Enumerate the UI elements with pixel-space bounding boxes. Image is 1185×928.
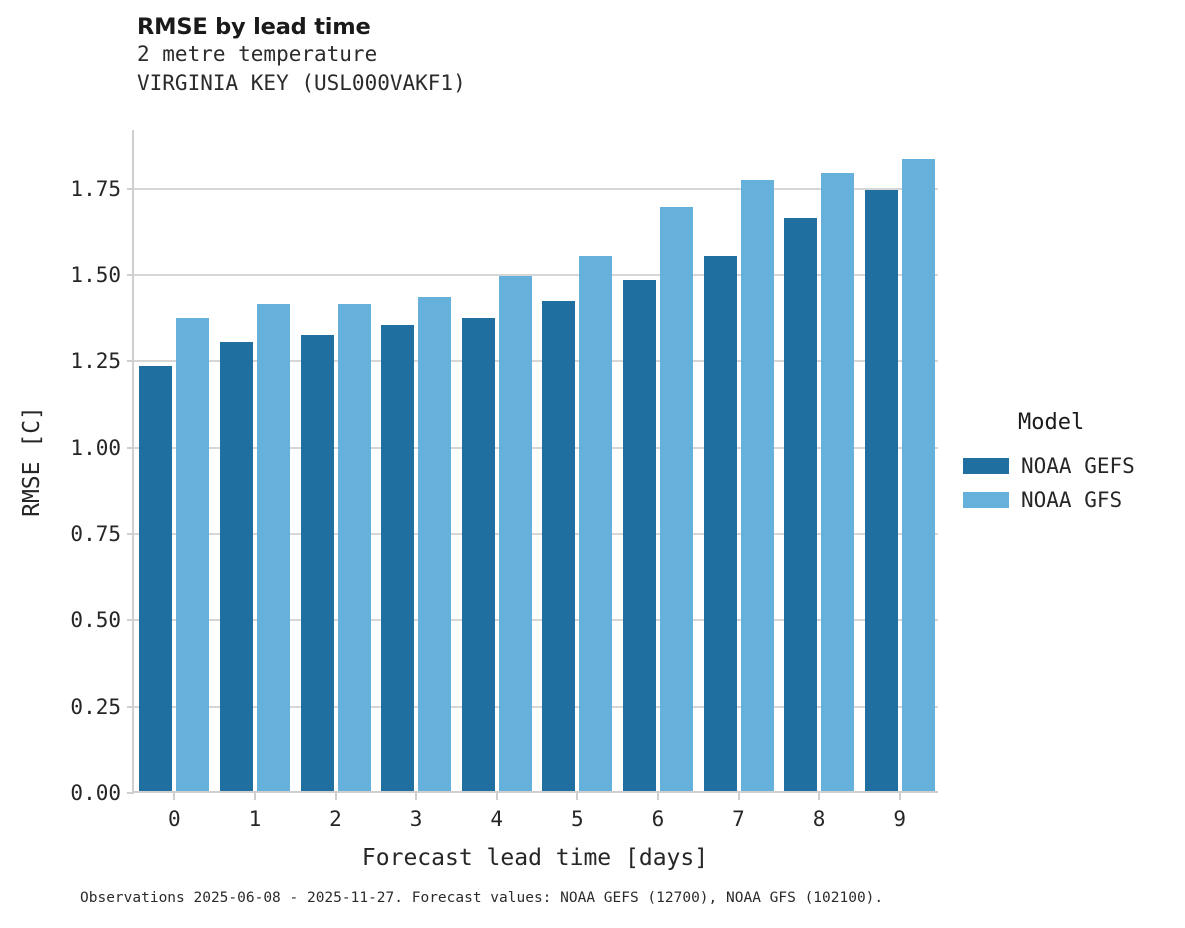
y-axis-tick-label: 1.75 bbox=[70, 176, 121, 201]
y-axis-tick bbox=[127, 187, 134, 190]
y-axis-tick bbox=[127, 533, 134, 536]
x-axis-tick bbox=[576, 793, 579, 800]
y-axis-tick bbox=[127, 705, 134, 708]
legend: Model NOAA GEFS NOAA GFS bbox=[963, 410, 1135, 517]
x-axis-tick-label: 1 bbox=[248, 807, 262, 831]
gridline bbox=[134, 274, 938, 277]
chart-subtitle-variable: 2 metre temperature bbox=[137, 42, 378, 66]
x-axis-tick bbox=[898, 793, 901, 800]
x-axis-tick bbox=[253, 793, 256, 800]
x-axis-tick-label: 8 bbox=[812, 807, 826, 831]
legend-swatch-icon bbox=[963, 458, 1009, 474]
x-axis-tick bbox=[818, 793, 821, 800]
legend-item-noaa-gfs[interactable]: NOAA GFS bbox=[963, 483, 1135, 517]
bar-noaa-gfs-day-0 bbox=[176, 317, 210, 791]
y-axis-label: RMSE [C] bbox=[19, 406, 45, 517]
bar-noaa-gfs-day-7 bbox=[740, 179, 774, 791]
y-axis-tick-label: 0.25 bbox=[70, 694, 121, 719]
x-axis-tick bbox=[495, 793, 498, 800]
x-axis-tick-label: 0 bbox=[167, 807, 181, 831]
x-axis-tick bbox=[656, 793, 659, 800]
gridline bbox=[134, 705, 938, 708]
gridline bbox=[134, 187, 938, 190]
legend-item-label: NOAA GFS bbox=[1021, 488, 1123, 512]
bar-noaa-gfs-day-1 bbox=[256, 304, 290, 791]
bar-noaa-gefs-day-2 bbox=[300, 335, 334, 791]
x-axis-tick-label: 7 bbox=[732, 807, 745, 831]
bar-noaa-gfs-day-8 bbox=[821, 172, 855, 791]
y-axis-tick-label: 1.00 bbox=[70, 435, 121, 460]
y-axis-tick-label: 1.25 bbox=[70, 349, 121, 374]
footnote: Observations 2025-06-08 - 2025-11-27. Fo… bbox=[80, 890, 884, 906]
bar-noaa-gefs-day-9 bbox=[864, 190, 898, 791]
x-axis-tick bbox=[334, 793, 337, 800]
chart-subtitle-station: VIRGINIA KEY (USL000VAKF1) bbox=[137, 71, 466, 95]
gridline bbox=[134, 619, 938, 622]
plot-area: 0.00 0.25 0.50 0.75 1.00 1.25 1.50 1.75 0 1 2 3 4 5 6 7… bbox=[70, 130, 938, 831]
page-title: RMSE by lead time bbox=[137, 14, 371, 40]
bar-noaa-gefs-day-1 bbox=[219, 342, 253, 791]
x-axis-tick-label: 2 bbox=[329, 807, 342, 831]
y-axis-tick bbox=[127, 792, 134, 794]
y-axis-tick-label: 0.00 bbox=[70, 781, 121, 805]
legend-item-noaa-gefs[interactable]: NOAA GEFS bbox=[963, 449, 1135, 483]
bar-noaa-gfs-day-3 bbox=[418, 297, 452, 791]
y-axis-tick bbox=[127, 619, 134, 622]
bar-noaa-gfs-day-9 bbox=[901, 159, 935, 791]
bar-noaa-gefs-day-3 bbox=[381, 324, 415, 791]
x-axis-tick-label: 9 bbox=[893, 807, 907, 831]
bar-noaa-gefs-day-5 bbox=[542, 300, 576, 791]
bar-noaa-gefs-day-6 bbox=[622, 279, 656, 791]
bar-noaa-gefs-day-0 bbox=[139, 366, 173, 791]
y-axis-tick bbox=[127, 360, 134, 363]
x-axis-tick-label: 5 bbox=[570, 807, 584, 831]
bar-noaa-gfs-day-5 bbox=[579, 255, 613, 791]
x-axis-tick-label: 6 bbox=[651, 807, 665, 831]
title-block: RMSE by lead time 2 metre temperature VI… bbox=[137, 14, 466, 98]
y-axis-tick bbox=[127, 274, 134, 277]
bar-noaa-gfs-day-4 bbox=[498, 276, 532, 791]
y-axis-tick bbox=[127, 446, 134, 449]
bar-noaa-gfs-day-6 bbox=[659, 207, 693, 791]
legend-title: Model bbox=[1018, 410, 1085, 435]
y-axis-tick-label: 1.50 bbox=[70, 263, 121, 288]
gridline bbox=[134, 360, 938, 363]
y-axis-tick-label: 0.50 bbox=[70, 608, 121, 633]
x-axis-label: Forecast lead time [days] bbox=[361, 845, 709, 871]
bar-noaa-gefs-day-8 bbox=[784, 217, 818, 791]
x-axis-tick bbox=[173, 793, 176, 800]
x-axis-tick-label: 4 bbox=[490, 807, 504, 831]
legend-swatch-icon bbox=[963, 492, 1009, 508]
x-axis-tick bbox=[737, 793, 740, 800]
gridline bbox=[134, 446, 938, 449]
legend-item-label: NOAA GEFS bbox=[1021, 454, 1135, 478]
gridline bbox=[134, 533, 938, 536]
x-axis-tick-label: 3 bbox=[409, 807, 423, 831]
x-axis-tick bbox=[415, 793, 418, 800]
bar-noaa-gefs-day-7 bbox=[703, 255, 737, 791]
legend-entries: NOAA GEFS NOAA GFS bbox=[963, 449, 1135, 517]
y-axis-tick-label: 0.75 bbox=[70, 522, 121, 547]
bar-noaa-gefs-day-4 bbox=[461, 317, 495, 791]
bar-noaa-gfs-day-2 bbox=[337, 304, 371, 791]
